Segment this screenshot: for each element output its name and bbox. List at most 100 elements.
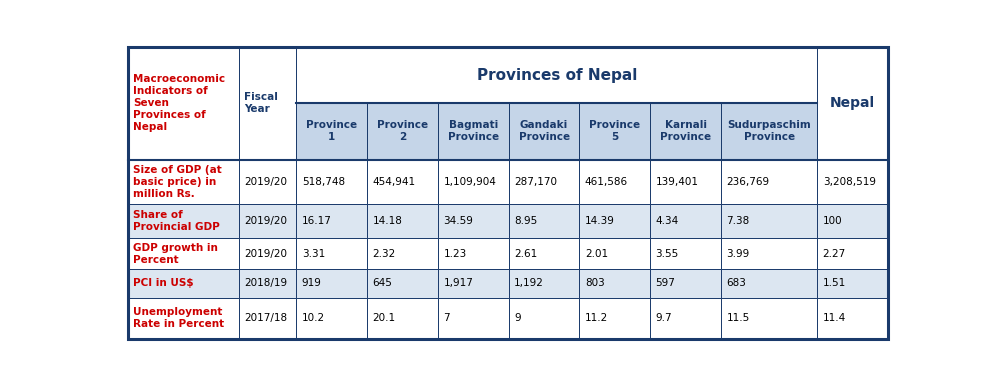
Text: Province
1: Province 1 <box>306 120 358 142</box>
Bar <box>296 160 368 204</box>
Text: Share of
Provincial GDP: Share of Provincial GDP <box>133 210 220 232</box>
Bar <box>580 160 650 204</box>
Bar <box>818 269 888 298</box>
Bar <box>818 298 888 338</box>
Bar <box>368 160 438 204</box>
Bar <box>296 238 368 269</box>
Bar <box>818 204 888 238</box>
Bar <box>580 204 650 238</box>
Text: Karnali
Province: Karnali Province <box>660 120 712 142</box>
Bar <box>721 104 818 160</box>
Bar <box>128 298 239 338</box>
Bar <box>508 160 580 204</box>
Text: 4.34: 4.34 <box>656 216 679 226</box>
Text: 2019/20: 2019/20 <box>244 176 287 186</box>
Text: 1,192: 1,192 <box>514 278 544 288</box>
Bar <box>239 204 296 238</box>
Text: 287,170: 287,170 <box>514 176 557 186</box>
Bar <box>580 269 650 298</box>
Bar <box>296 204 368 238</box>
Text: 803: 803 <box>585 278 605 288</box>
Bar <box>239 298 296 338</box>
Text: 11.4: 11.4 <box>823 313 846 323</box>
Text: Macroeconomic
Indicators of
Seven
Provinces of
Nepal: Macroeconomic Indicators of Seven Provin… <box>133 74 225 133</box>
Bar <box>721 298 818 338</box>
Bar <box>128 47 239 160</box>
Text: 645: 645 <box>373 278 392 288</box>
Bar <box>296 298 368 338</box>
Text: Size of GDP (at
basic price) in
million Rs.: Size of GDP (at basic price) in million … <box>133 165 222 199</box>
Text: 7: 7 <box>443 313 450 323</box>
Bar <box>818 160 888 204</box>
Text: 2.27: 2.27 <box>823 249 846 259</box>
Bar <box>650 238 721 269</box>
Bar <box>239 269 296 298</box>
Text: 2018/19: 2018/19 <box>244 278 287 288</box>
Text: Provinces of Nepal: Provinces of Nepal <box>477 68 637 83</box>
Bar <box>368 298 438 338</box>
Text: 597: 597 <box>656 278 676 288</box>
Text: 8.95: 8.95 <box>514 216 537 226</box>
Text: 1,109,904: 1,109,904 <box>443 176 496 186</box>
Bar <box>580 298 650 338</box>
Text: 9.7: 9.7 <box>656 313 672 323</box>
Bar <box>128 238 239 269</box>
Text: 683: 683 <box>726 278 746 288</box>
Text: 16.17: 16.17 <box>302 216 332 226</box>
Text: 2019/20: 2019/20 <box>244 249 287 259</box>
Text: Bagmati
Province: Bagmati Province <box>448 120 498 142</box>
Text: 2.61: 2.61 <box>514 249 537 259</box>
Bar <box>721 269 818 298</box>
Text: 1.51: 1.51 <box>823 278 846 288</box>
Bar <box>296 104 368 160</box>
Text: Sudurpaschim
Province: Sudurpaschim Province <box>727 120 811 142</box>
Bar <box>438 238 508 269</box>
Bar <box>650 204 721 238</box>
Text: PCI in US$: PCI in US$ <box>133 278 193 288</box>
Text: 2019/20: 2019/20 <box>244 216 287 226</box>
Text: 11.2: 11.2 <box>585 313 608 323</box>
Bar <box>368 204 438 238</box>
Bar <box>296 269 368 298</box>
Text: 9: 9 <box>514 313 520 323</box>
Bar <box>508 238 580 269</box>
Text: 139,401: 139,401 <box>656 176 699 186</box>
Bar <box>128 204 239 238</box>
Text: Gandaki
Province: Gandaki Province <box>518 120 570 142</box>
Text: 7.38: 7.38 <box>726 216 749 226</box>
Text: 3,208,519: 3,208,519 <box>823 176 876 186</box>
Text: Unemployment
Rate in Percent: Unemployment Rate in Percent <box>133 307 224 329</box>
Text: Nepal: Nepal <box>830 96 875 110</box>
Text: 2.32: 2.32 <box>373 249 395 259</box>
Text: 1,917: 1,917 <box>443 278 474 288</box>
Text: 14.39: 14.39 <box>585 216 614 226</box>
Text: Province
5: Province 5 <box>590 120 640 142</box>
Text: 518,748: 518,748 <box>302 176 345 186</box>
Bar <box>508 269 580 298</box>
Bar <box>650 160 721 204</box>
Bar <box>580 104 650 160</box>
Bar <box>239 47 296 160</box>
Text: 919: 919 <box>302 278 322 288</box>
Text: 461,586: 461,586 <box>585 176 628 186</box>
Text: 11.5: 11.5 <box>726 313 749 323</box>
Bar <box>128 269 239 298</box>
Bar <box>438 298 508 338</box>
Bar <box>239 238 296 269</box>
Bar <box>128 160 239 204</box>
Bar <box>368 238 438 269</box>
Bar <box>650 104 721 160</box>
Bar <box>818 47 888 160</box>
Text: 20.1: 20.1 <box>373 313 395 323</box>
Text: 10.2: 10.2 <box>302 313 325 323</box>
Text: 2017/18: 2017/18 <box>244 313 287 323</box>
Bar <box>368 104 438 160</box>
Text: 3.31: 3.31 <box>302 249 325 259</box>
Text: 100: 100 <box>823 216 842 226</box>
Bar <box>721 160 818 204</box>
Bar <box>580 238 650 269</box>
Bar <box>296 47 818 104</box>
Text: 2.01: 2.01 <box>585 249 608 259</box>
Bar <box>239 160 296 204</box>
Text: 3.55: 3.55 <box>656 249 679 259</box>
